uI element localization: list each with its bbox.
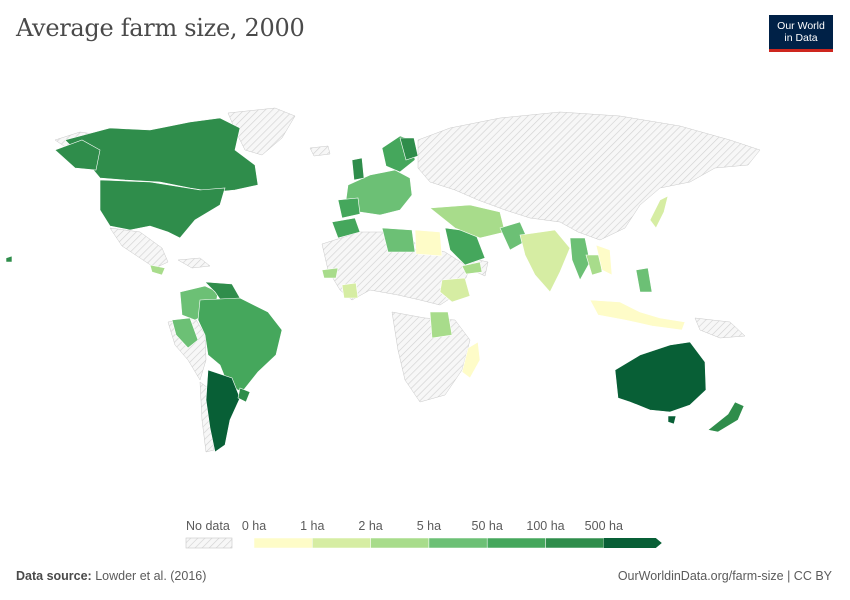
region-australia[interactable] <box>614 341 707 413</box>
region-thailand[interactable] <box>585 254 603 276</box>
region-argentina[interactable] <box>205 369 241 453</box>
source-url[interactable]: OurWorldinData.org/farm-size | CC BY <box>617 569 832 583</box>
region-caribbean[interactable] <box>177 257 211 269</box>
logo-line-2: in Data <box>784 32 818 44</box>
legend-label-5: 100 ha <box>526 519 564 533</box>
legend-swatch-1 <box>312 537 371 549</box>
data-regions <box>5 117 745 453</box>
legend-swatch-5 <box>545 537 605 549</box>
legend-label-4: 50 ha <box>472 519 503 533</box>
region-alaska[interactable] <box>54 139 101 171</box>
region-turkey-iran[interactable] <box>429 204 506 239</box>
region-libya[interactable] <box>381 227 416 253</box>
source-value[interactable]: Lowder et al. (2016) <box>95 569 207 583</box>
legend-swatch-4 <box>486 537 546 549</box>
legend-label-1: 1 ha <box>300 519 324 533</box>
region-uruguay[interactable] <box>237 387 251 403</box>
region-egypt[interactable] <box>414 229 443 257</box>
region-west-africa-2[interactable] <box>341 282 359 299</box>
region-india[interactable] <box>519 229 571 293</box>
region-iceland[interactable] <box>309 145 331 157</box>
source-label: Data source: <box>16 569 92 583</box>
region-yemen[interactable] <box>461 261 483 275</box>
legend-label-3: 5 ha <box>417 519 441 533</box>
region-myanmar[interactable] <box>569 237 591 281</box>
world-map[interactable] <box>0 90 850 490</box>
region-ethiopia[interactable] <box>439 277 471 303</box>
legend-no-data-label: No data <box>186 519 230 533</box>
region-mexico[interactable] <box>109 227 169 269</box>
region-russia-asia[interactable] <box>417 111 761 241</box>
region-usa[interactable] <box>99 179 226 239</box>
legend-swatch-open-end <box>603 538 662 548</box>
region-png[interactable] <box>694 317 746 339</box>
region-uk[interactable] <box>351 157 365 181</box>
legend-swatch-0 <box>253 537 313 549</box>
no-data-regions <box>54 107 761 453</box>
region-hawaii[interactable] <box>5 255 13 263</box>
region-tasmania[interactable] <box>667 415 677 425</box>
legend-label-2: 2 ha <box>358 519 382 533</box>
region-philippines[interactable] <box>635 267 653 293</box>
region-finland[interactable] <box>399 137 419 161</box>
region-japan[interactable] <box>649 195 669 229</box>
legend-no-data-swatch <box>185 537 233 549</box>
legend-swatch-3 <box>428 537 488 549</box>
legend-bins: 0 ha 1 ha 2 ha 5 ha 50 ha 100 ha 500 ha <box>242 519 662 549</box>
region-madagascar[interactable] <box>461 341 481 379</box>
chart-title: Average farm size, 2000 <box>16 14 305 42</box>
region-vietnam[interactable] <box>595 244 613 276</box>
region-iberia[interactable] <box>337 197 361 219</box>
data-source: Data source: Lowder et al. (2016) <box>16 569 206 583</box>
legend-label-0: 0 ha <box>242 519 266 533</box>
owid-logo[interactable]: Our World in Data <box>769 15 833 52</box>
region-central-america[interactable] <box>149 264 166 276</box>
region-new-zealand[interactable] <box>707 401 745 433</box>
legend-swatch-2 <box>370 537 430 549</box>
region-tanzania[interactable] <box>429 311 453 339</box>
region-west-africa-1[interactable] <box>321 267 339 279</box>
region-canada[interactable] <box>64 117 259 193</box>
legend-label-6: 500 ha <box>585 519 623 533</box>
logo-line-1: Our World <box>777 20 825 32</box>
region-indonesia[interactable] <box>589 299 686 331</box>
region-peru[interactable] <box>171 317 199 349</box>
region-maghreb[interactable] <box>331 217 361 239</box>
